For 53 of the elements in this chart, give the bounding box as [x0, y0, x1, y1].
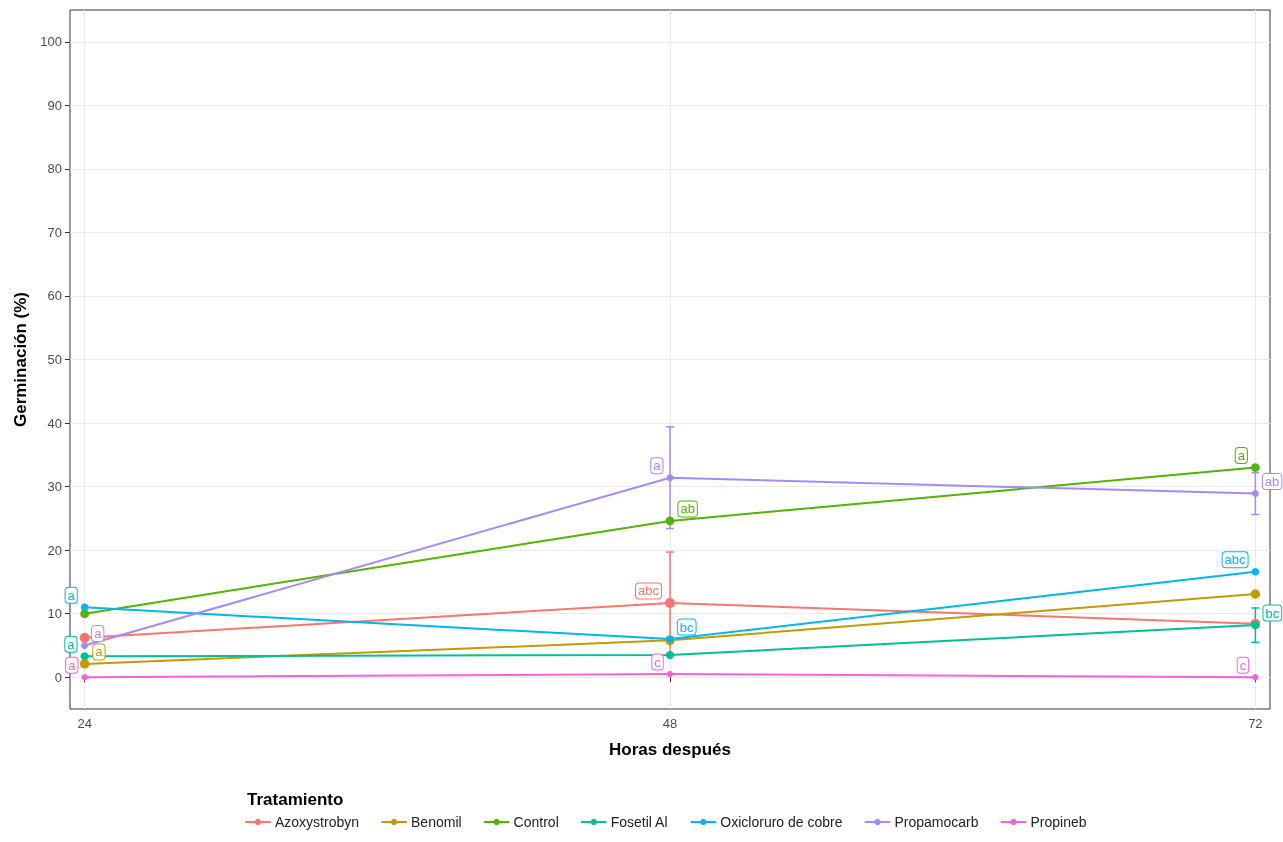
data-label: a [94, 625, 103, 641]
point [666, 474, 674, 482]
data-label: ab [680, 501, 695, 517]
y-tick-label: 40 [47, 415, 62, 431]
legend-label: Control [513, 814, 559, 830]
data-label: ab [1264, 474, 1280, 490]
point [665, 597, 675, 608]
point [80, 652, 89, 661]
point [1250, 463, 1260, 472]
data-label: a [67, 587, 76, 603]
legend-label: Azoxystrobyn [275, 814, 360, 830]
point [81, 641, 89, 649]
point [665, 516, 675, 526]
y-tick-label: 90 [47, 97, 62, 113]
legend-label: Propineb [1030, 814, 1087, 830]
y-tick-label: 30 [47, 479, 62, 495]
y-tick-label: 20 [47, 542, 62, 558]
data-label: c [654, 654, 662, 670]
y-tick-label: 10 [47, 606, 62, 622]
point [79, 632, 90, 643]
y-tick-label: 50 [47, 352, 62, 367]
legend-label: Propamocarb [894, 814, 979, 830]
y-tick-label: 70 [47, 224, 62, 240]
y-tick-label: 80 [47, 161, 62, 177]
y-tick-label: 100 [40, 34, 62, 50]
legend-label: Fosetil Al [610, 814, 668, 830]
data-label: a [68, 657, 77, 673]
data-label: abc [1224, 552, 1247, 568]
point [80, 603, 89, 612]
data-label: abc [638, 583, 660, 599]
data-label: c [1239, 657, 1247, 673]
legend-label: Benomil [411, 814, 462, 830]
legend-title: Tratamiento [247, 790, 344, 809]
data-label: bc [679, 619, 695, 635]
data-label: a [653, 458, 662, 474]
x-tick-label: 48 [662, 716, 678, 731]
y-axis-title: Germinación (%) [11, 291, 31, 428]
data-label: a [67, 636, 76, 652]
point [1250, 589, 1261, 599]
x-tick-label: 72 [1248, 716, 1263, 731]
x-tick-label: 24 [77, 716, 92, 731]
y-tick-label: 60 [47, 288, 62, 304]
y-tick-label: 0 [54, 669, 62, 685]
point [1251, 567, 1260, 576]
data-label: a [1237, 448, 1246, 464]
point [79, 659, 90, 669]
x-axis-title: Horas después [609, 740, 731, 759]
point [665, 650, 675, 660]
data-label: a [95, 644, 104, 660]
legend-label: Oxicloruro de cobre [720, 814, 843, 830]
data-label: bc [1265, 605, 1280, 621]
point [666, 670, 674, 678]
point [1251, 490, 1259, 498]
